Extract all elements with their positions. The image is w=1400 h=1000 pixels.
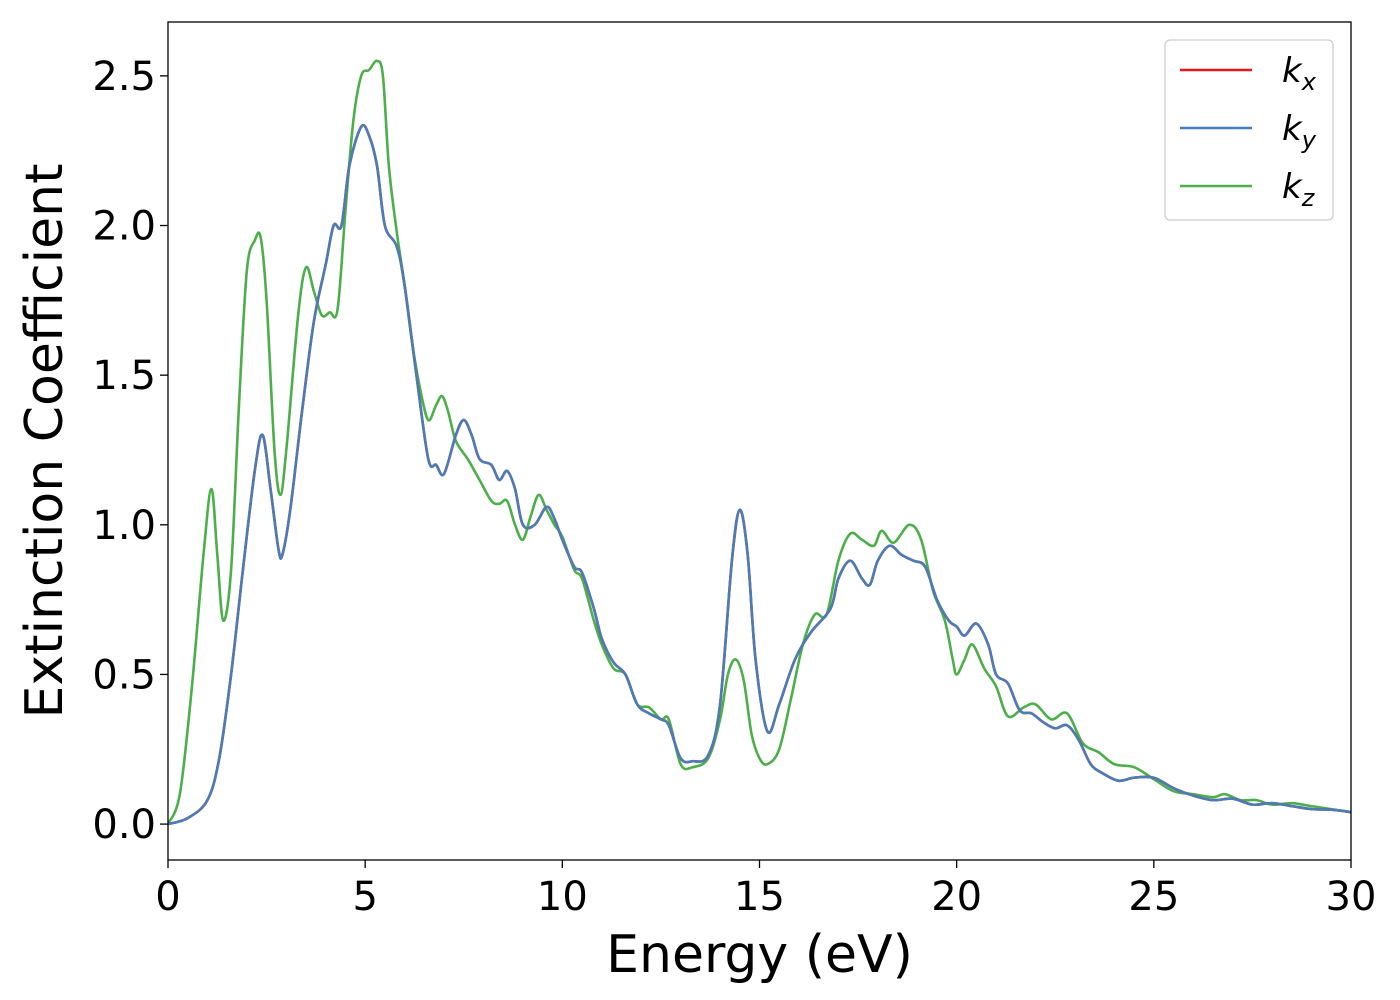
- legend-label-kz: kz: [1282, 167, 1316, 212]
- legend: kx ky kz: [1164, 39, 1334, 221]
- x-tick-label: 20: [931, 874, 982, 920]
- x-tick-label: 0: [155, 874, 180, 920]
- y-axis: 0.0 0.5 1.0 1.5 2.0 2.5: [92, 54, 168, 848]
- x-tick-label: 10: [537, 874, 588, 920]
- x-tick-label: 30: [1326, 874, 1377, 920]
- x-tick-label: 5: [352, 874, 377, 920]
- legend-box: [1164, 39, 1334, 221]
- legend-label-kx: kx: [1282, 51, 1317, 96]
- series-line-ky: [168, 123, 1351, 826]
- x-tick-label: 25: [1128, 874, 1179, 920]
- x-tick-label: 15: [734, 874, 785, 920]
- y-tick-label: 2.0: [92, 204, 156, 250]
- y-tick-label: 1.5: [92, 353, 156, 399]
- y-axis-label: Extinction Coefficient: [15, 164, 75, 719]
- series-line-kz: [168, 59, 1351, 825]
- x-axis-label: Energy (eV): [606, 925, 913, 985]
- series-layer: [168, 59, 1351, 826]
- y-tick-label: 1.0: [92, 503, 156, 549]
- y-tick-label: 0.5: [92, 652, 156, 698]
- y-tick-label: 2.5: [92, 54, 156, 100]
- y-tick-label: 0.0: [92, 802, 156, 848]
- legend-label-ky: ky: [1282, 109, 1317, 154]
- x-axis: 0 5 10 15 20 25 30: [155, 860, 1376, 920]
